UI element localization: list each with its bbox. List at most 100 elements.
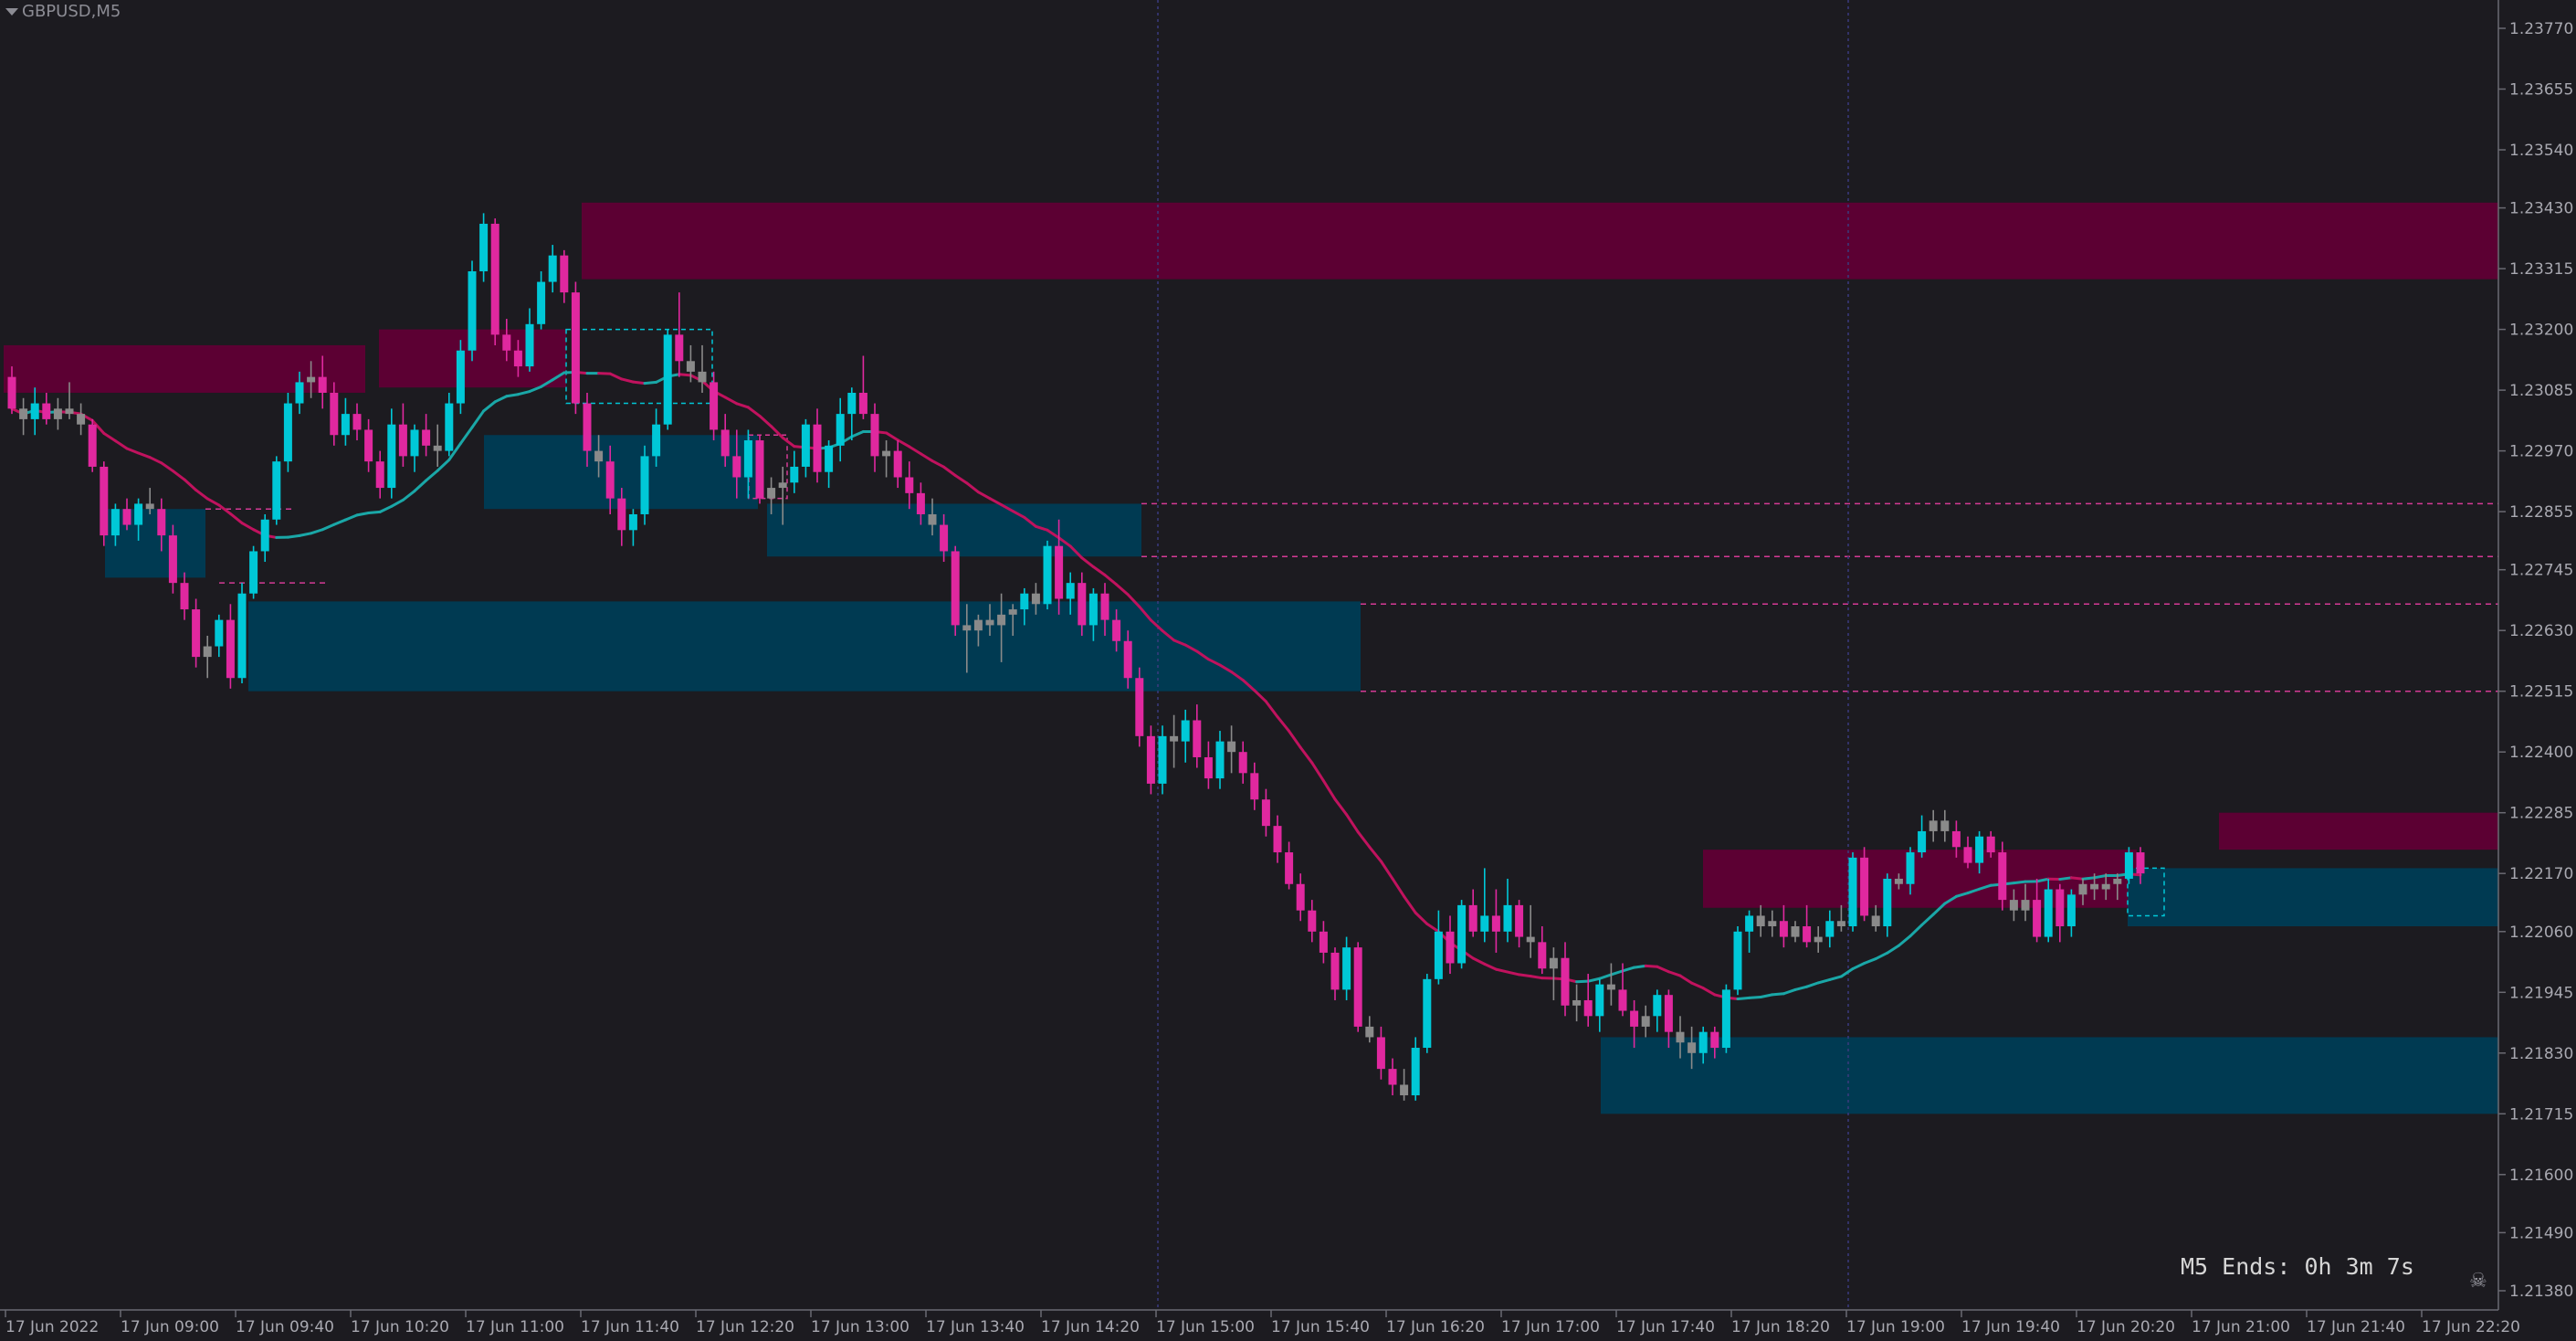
candle-body — [1342, 947, 1351, 990]
candle-body — [1825, 921, 1835, 937]
price-tick-label: 1.22970 — [2509, 443, 2573, 461]
ma-segment — [332, 518, 347, 526]
candle-body — [1676, 1031, 1685, 1043]
candle-body — [88, 424, 97, 467]
candle-body — [1353, 947, 1362, 1027]
ma-segment — [1368, 845, 1383, 863]
ma-segment — [378, 504, 394, 513]
candle-body — [375, 461, 384, 489]
candle-body — [1031, 593, 1040, 605]
zone-rect — [2128, 868, 2498, 927]
ma-segment — [1379, 860, 1394, 881]
ma-segment — [746, 406, 762, 417]
candle-body — [1526, 936, 1535, 943]
ma-segment — [1839, 967, 1855, 978]
time-tick-label: 17 Jun 15:40 — [1271, 1318, 1370, 1336]
ma-segment — [240, 522, 256, 532]
ma-segment — [735, 402, 750, 409]
candle-body — [42, 403, 51, 419]
ma-segment — [1943, 894, 1958, 905]
dashed-box — [748, 434, 788, 500]
price-axis[interactable]: 1.23770 1.23655 1.23540 1.23430 1.23315 1.232… — [2497, 0, 2573, 1310]
ma-segment — [1748, 995, 1762, 999]
ma-segment — [1908, 924, 1924, 938]
ma-segment — [205, 497, 221, 507]
candle-body — [168, 535, 177, 584]
time-tick-label: 17 Jun 11:40 — [581, 1318, 679, 1336]
ma-segment — [1149, 618, 1164, 632]
candle-body — [272, 461, 281, 520]
time-tick-label: 17 Jun 20:20 — [2077, 1318, 2175, 1336]
candle-body — [1791, 926, 1800, 937]
triangle-down-icon[interactable] — [5, 7, 18, 16]
candle-body — [1112, 619, 1121, 641]
ma-segment — [1793, 985, 1809, 991]
time-tick-label: 17 Jun 17:40 — [1616, 1318, 1715, 1336]
candle-body — [940, 524, 949, 552]
ma-segment — [1091, 565, 1107, 576]
price-tick-label: 1.22515 — [2509, 683, 2573, 702]
candle-body — [1411, 1048, 1420, 1096]
ma-segment — [1586, 977, 1602, 983]
candle-body — [2113, 878, 2122, 884]
candle-body — [445, 403, 454, 451]
candle-body — [663, 334, 672, 425]
ma-segment — [931, 459, 946, 469]
ma-segment — [1966, 887, 1982, 895]
candle-body — [30, 403, 39, 419]
price-tick-label: 1.22745 — [2509, 562, 2573, 580]
candle-body — [1135, 678, 1144, 736]
candle-body — [1963, 847, 1972, 863]
ma-segment — [1264, 700, 1279, 719]
time-tick-label: 17 Jun 11:00 — [466, 1318, 564, 1336]
period-separators — [1157, 0, 1849, 1310]
ma-segment — [1172, 639, 1187, 647]
ma-segment — [965, 481, 980, 494]
candle-body — [652, 424, 661, 457]
price-tick-label: 1.23770 — [2509, 20, 2573, 38]
skull-crossbones-icon[interactable]: ☠ — [2469, 1270, 2487, 1293]
candle-body — [364, 429, 373, 462]
time-tick-label: 17 Jun 18:20 — [1731, 1318, 1830, 1336]
candle-body — [2090, 883, 2099, 890]
candle-body — [1261, 799, 1270, 827]
candle-body — [2021, 900, 2030, 911]
candle-body — [1836, 921, 1845, 927]
candle-body — [893, 450, 902, 478]
price-tick-label: 1.23315 — [2509, 260, 2573, 279]
ma-segment — [1115, 583, 1130, 597]
ma-segment — [1276, 715, 1291, 733]
ma-segment — [447, 441, 462, 461]
candle-body — [513, 350, 522, 367]
candle-body — [1710, 1031, 1719, 1049]
symbol-title[interactable]: GBPUSD,M5 — [5, 2, 121, 21]
ma-segment — [540, 378, 554, 388]
candle-body — [755, 440, 764, 499]
candle-body — [283, 403, 292, 462]
ma-segment — [401, 490, 416, 502]
candle-body — [490, 223, 499, 335]
zone-rect — [1601, 1037, 2498, 1114]
candle-body — [1285, 852, 1294, 884]
candle-body — [1434, 931, 1443, 979]
ma-segment — [390, 498, 405, 508]
ma-segment — [1138, 605, 1152, 622]
candle-body — [1043, 545, 1052, 605]
candle-body — [732, 456, 741, 478]
time-tick-label: 17 Jun 17:00 — [1501, 1318, 1600, 1336]
price-tick-label: 1.21715 — [2509, 1105, 2573, 1124]
candle-body — [1756, 915, 1765, 927]
price-tick-label: 1.22630 — [2509, 622, 2573, 640]
candle-body — [1066, 583, 1075, 599]
ma-segment — [988, 497, 1004, 507]
candle-body — [1688, 1042, 1697, 1053]
candle-body — [1618, 989, 1627, 1011]
ma-segment — [1046, 528, 1061, 540]
ma-segment — [1759, 993, 1774, 998]
candle-body — [1491, 915, 1500, 932]
candle-body — [7, 376, 16, 409]
ma-segment — [493, 395, 509, 404]
price-tick-label: 1.23655 — [2509, 80, 2573, 99]
time-axis[interactable]: 17 Jun 2022 17 Jun 09:00 17 Jun 09:40 17 Ju… — [0, 1309, 2520, 1336]
